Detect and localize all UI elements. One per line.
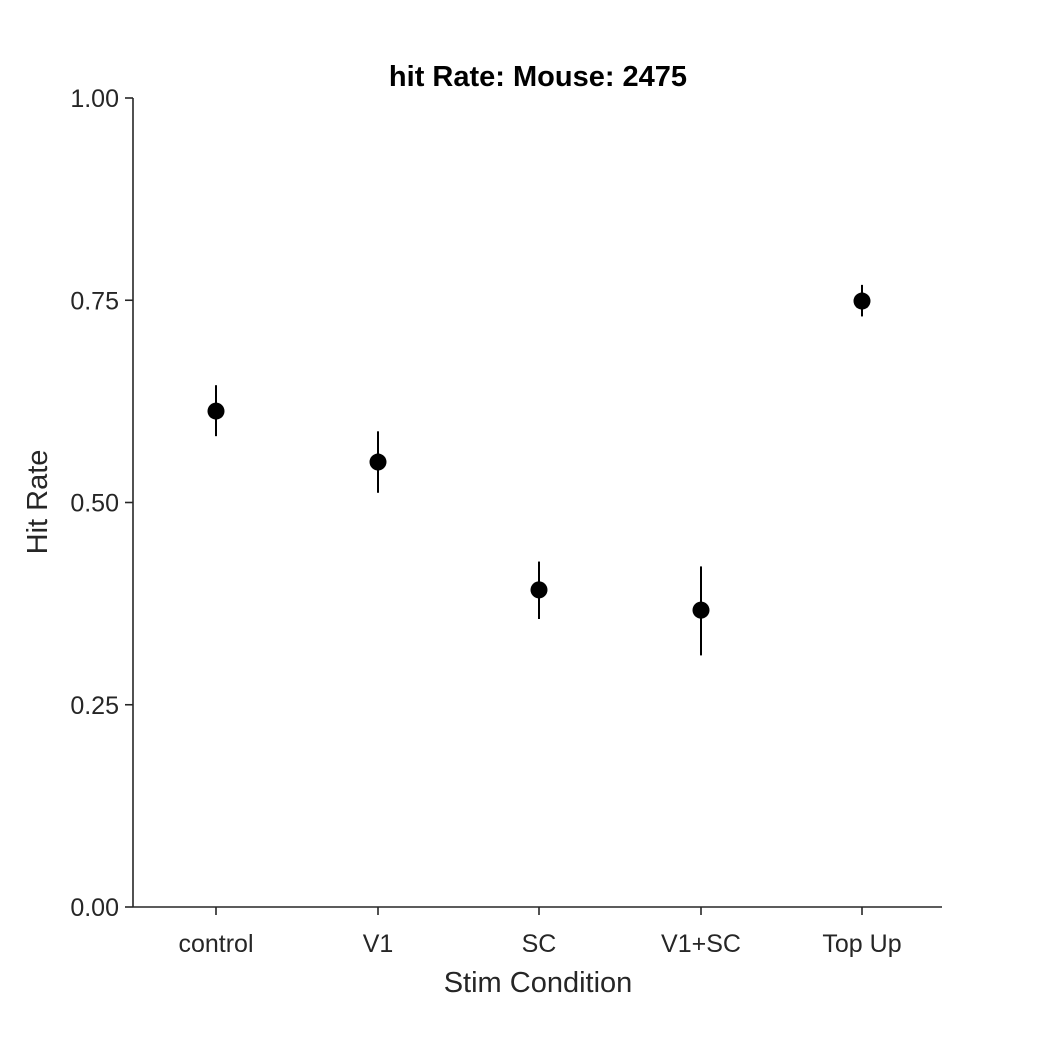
data-point xyxy=(207,402,225,420)
x-tick-label: Top Up xyxy=(822,930,901,958)
y-tick-label: 0.00 xyxy=(70,894,119,922)
data-marks xyxy=(207,284,871,656)
x-tick-label: V1 xyxy=(363,930,394,958)
y-tick-label: 0.25 xyxy=(70,692,119,720)
x-tick-label: SC xyxy=(522,930,557,958)
y-tick-label: 0.50 xyxy=(70,490,119,518)
chart-title: hit Rate: Mouse: 2475 xyxy=(389,61,687,93)
y-tick-label: 1.00 xyxy=(70,85,119,113)
y-ticks: 0.00 0.25 0.50 0.75 1.00 xyxy=(70,85,133,922)
data-point xyxy=(853,292,871,310)
x-tick-label: control xyxy=(178,930,253,958)
y-tick-label: 0.75 xyxy=(70,287,119,315)
data-point xyxy=(369,453,387,471)
x-axis-label: Stim Condition xyxy=(444,967,633,999)
y-axis-label: Hit Rate xyxy=(22,450,54,555)
x-tick-label: V1+SC xyxy=(661,930,741,958)
data-point xyxy=(530,581,548,599)
data-point xyxy=(692,601,710,619)
x-ticks: control V1 SC V1+SC Top Up xyxy=(178,907,902,958)
